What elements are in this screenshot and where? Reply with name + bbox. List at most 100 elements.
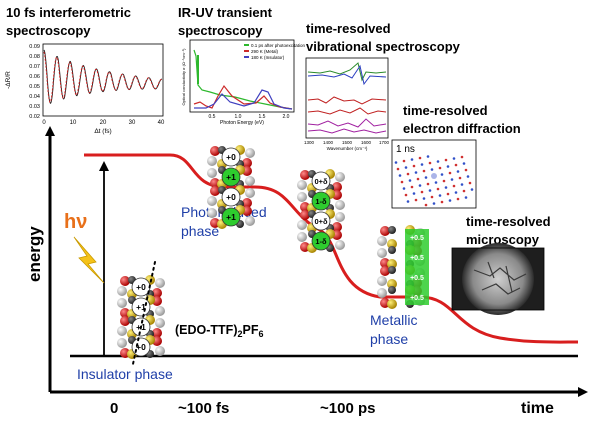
charge-marker (221, 147, 241, 167)
inset2-red-trace (193, 84, 293, 110)
technique-vibrational-2: vibrational spectroscopy (306, 39, 461, 54)
diffraction-spot (398, 174, 402, 177)
inset3-trace-blue (307, 64, 387, 86)
charge-label: +0 (136, 342, 146, 352)
diffraction-spot (452, 184, 456, 188)
charge-label: +1 (226, 212, 236, 222)
inset1-xtick-2: 10 (70, 120, 77, 126)
diffraction-spot (424, 176, 428, 179)
charge-label: 0+δ (314, 177, 328, 186)
inset1-xtick-5: 40 (158, 120, 165, 126)
oxygen-atom (300, 170, 310, 180)
hydrogen-atom (297, 232, 307, 242)
hydrogen-atom (297, 192, 307, 202)
charge-label: +0.5 (410, 295, 424, 302)
inset2-xtick-3: 1.5 (259, 114, 266, 120)
diffraction-spot (446, 165, 450, 168)
sulfur-atom (387, 299, 397, 309)
diffraction-spot (406, 200, 410, 203)
diffraction-spot (448, 171, 452, 175)
diffraction-spot (440, 200, 444, 204)
diffraction-spot (456, 170, 460, 173)
hydrogen-atom (155, 278, 165, 288)
diffraction-spot (462, 189, 466, 193)
inset-vibrational: 1300 1400 1500 1600 1700 Wavenumber (cm⁻… (304, 57, 390, 151)
inset3-trace-green (307, 62, 387, 82)
charge-label: +0 (226, 192, 236, 202)
hydrogen-atom (245, 176, 255, 186)
inset3-xtick-5: 1700 (379, 140, 390, 145)
diffraction-spot (430, 168, 434, 171)
technique-diffraction-2: electron diffraction (403, 121, 521, 136)
diffraction-spot (402, 187, 406, 190)
inset1-signal-trace (43, 49, 163, 104)
diffraction-spot (468, 181, 472, 185)
diffraction-spot (414, 171, 418, 174)
inset1-ytick-4: 0.06 (29, 74, 40, 80)
molecule-stacks: +0+1+1+0+0+1+0+10+δ1-δ0+δ1-δ+0.5+0.5+0.5… (117, 145, 429, 359)
photon-label: hν (64, 211, 87, 233)
oxygen-atom (332, 182, 342, 192)
molecule-stack-intermediate: 0+δ 1-δ 0+δ 1-δ (297, 169, 345, 253)
technique-ir-uv-2: spectroscopy (178, 23, 263, 38)
inset1-frame (42, 43, 164, 117)
oxygen-atom (380, 266, 390, 276)
inset2-blue-trace (194, 89, 293, 110)
inset1-xtick-4: 30 (129, 120, 136, 126)
inset2-xtick-2: 1.0 (235, 114, 242, 120)
diffraction-spot (460, 155, 464, 159)
technique-ir-uv-1: IR-UV transient (178, 5, 273, 20)
hydrogen-atom (207, 156, 217, 166)
inset1-ytick-2: 0.08 (29, 54, 40, 60)
inset2-legend-2: 290 K (Metal) (251, 49, 279, 54)
inset4-time-label: 1 ns (396, 144, 415, 155)
hydrogen-atom (155, 318, 165, 328)
diffraction-spot (454, 191, 458, 194)
diffraction-spot (438, 166, 442, 170)
time-tick-100fs: ~100 fs (178, 400, 229, 417)
diffraction-spot (418, 184, 422, 187)
diffraction-spot (466, 175, 470, 178)
diffraction-spot (460, 183, 464, 186)
oxygen-atom (380, 226, 390, 236)
hydrogen-atom (335, 240, 345, 250)
charge-label: +0 (226, 152, 236, 162)
diffraction-spot (416, 177, 420, 181)
inset-ir-uv: 0.1 ps after photoexcitation 290 K (Meta… (181, 39, 306, 126)
inset1-ylabel: -ΔR/R (5, 71, 12, 89)
diffraction-spot (426, 182, 430, 186)
diffraction-spot (436, 187, 440, 191)
diffraction-spot (402, 159, 406, 163)
diffraction-spot (422, 169, 426, 173)
technique-microscopy-1: time-resolved (466, 214, 551, 229)
molecule-stack-insulator: +0+1+1+0 (117, 275, 165, 359)
diffraction-spot (396, 167, 400, 171)
diffraction-spot (464, 168, 468, 172)
diffraction-center (431, 173, 437, 179)
diffraction-spot (418, 156, 422, 160)
hydrogen-atom (245, 188, 255, 198)
sulfur-atom (387, 259, 397, 269)
hydrogen-atom (155, 306, 165, 316)
carbon-atom (388, 226, 396, 234)
hydrogen-atom (207, 168, 217, 178)
hydrogen-atom (155, 346, 165, 356)
metallic-phase-label-2: phase (370, 331, 408, 347)
metallic-phase-label-1: Metallic (370, 312, 417, 328)
charge-marker (311, 171, 331, 191)
charge-label: +0.5 (410, 255, 424, 262)
inset1-ytick-8: 0.02 (29, 114, 40, 120)
charge-label: 0+δ (314, 217, 328, 226)
compound-formula: (EDO-TTF)2PF6 (175, 323, 264, 339)
hydrogen-atom (117, 338, 127, 348)
diffraction-spot (420, 163, 424, 166)
diffraction-spot (420, 190, 424, 194)
charge-marker (311, 211, 331, 231)
inset2-legend-1: 0.1 ps after photoexcitation (251, 43, 306, 48)
insulator-dotted-line (132, 261, 156, 365)
technique-interferometric-2: spectroscopy (6, 23, 91, 38)
diffraction-spot (432, 202, 436, 205)
diffraction-spot (414, 198, 418, 202)
inset3-trace-red-1 (307, 96, 387, 105)
hydrogen-atom (245, 148, 255, 158)
